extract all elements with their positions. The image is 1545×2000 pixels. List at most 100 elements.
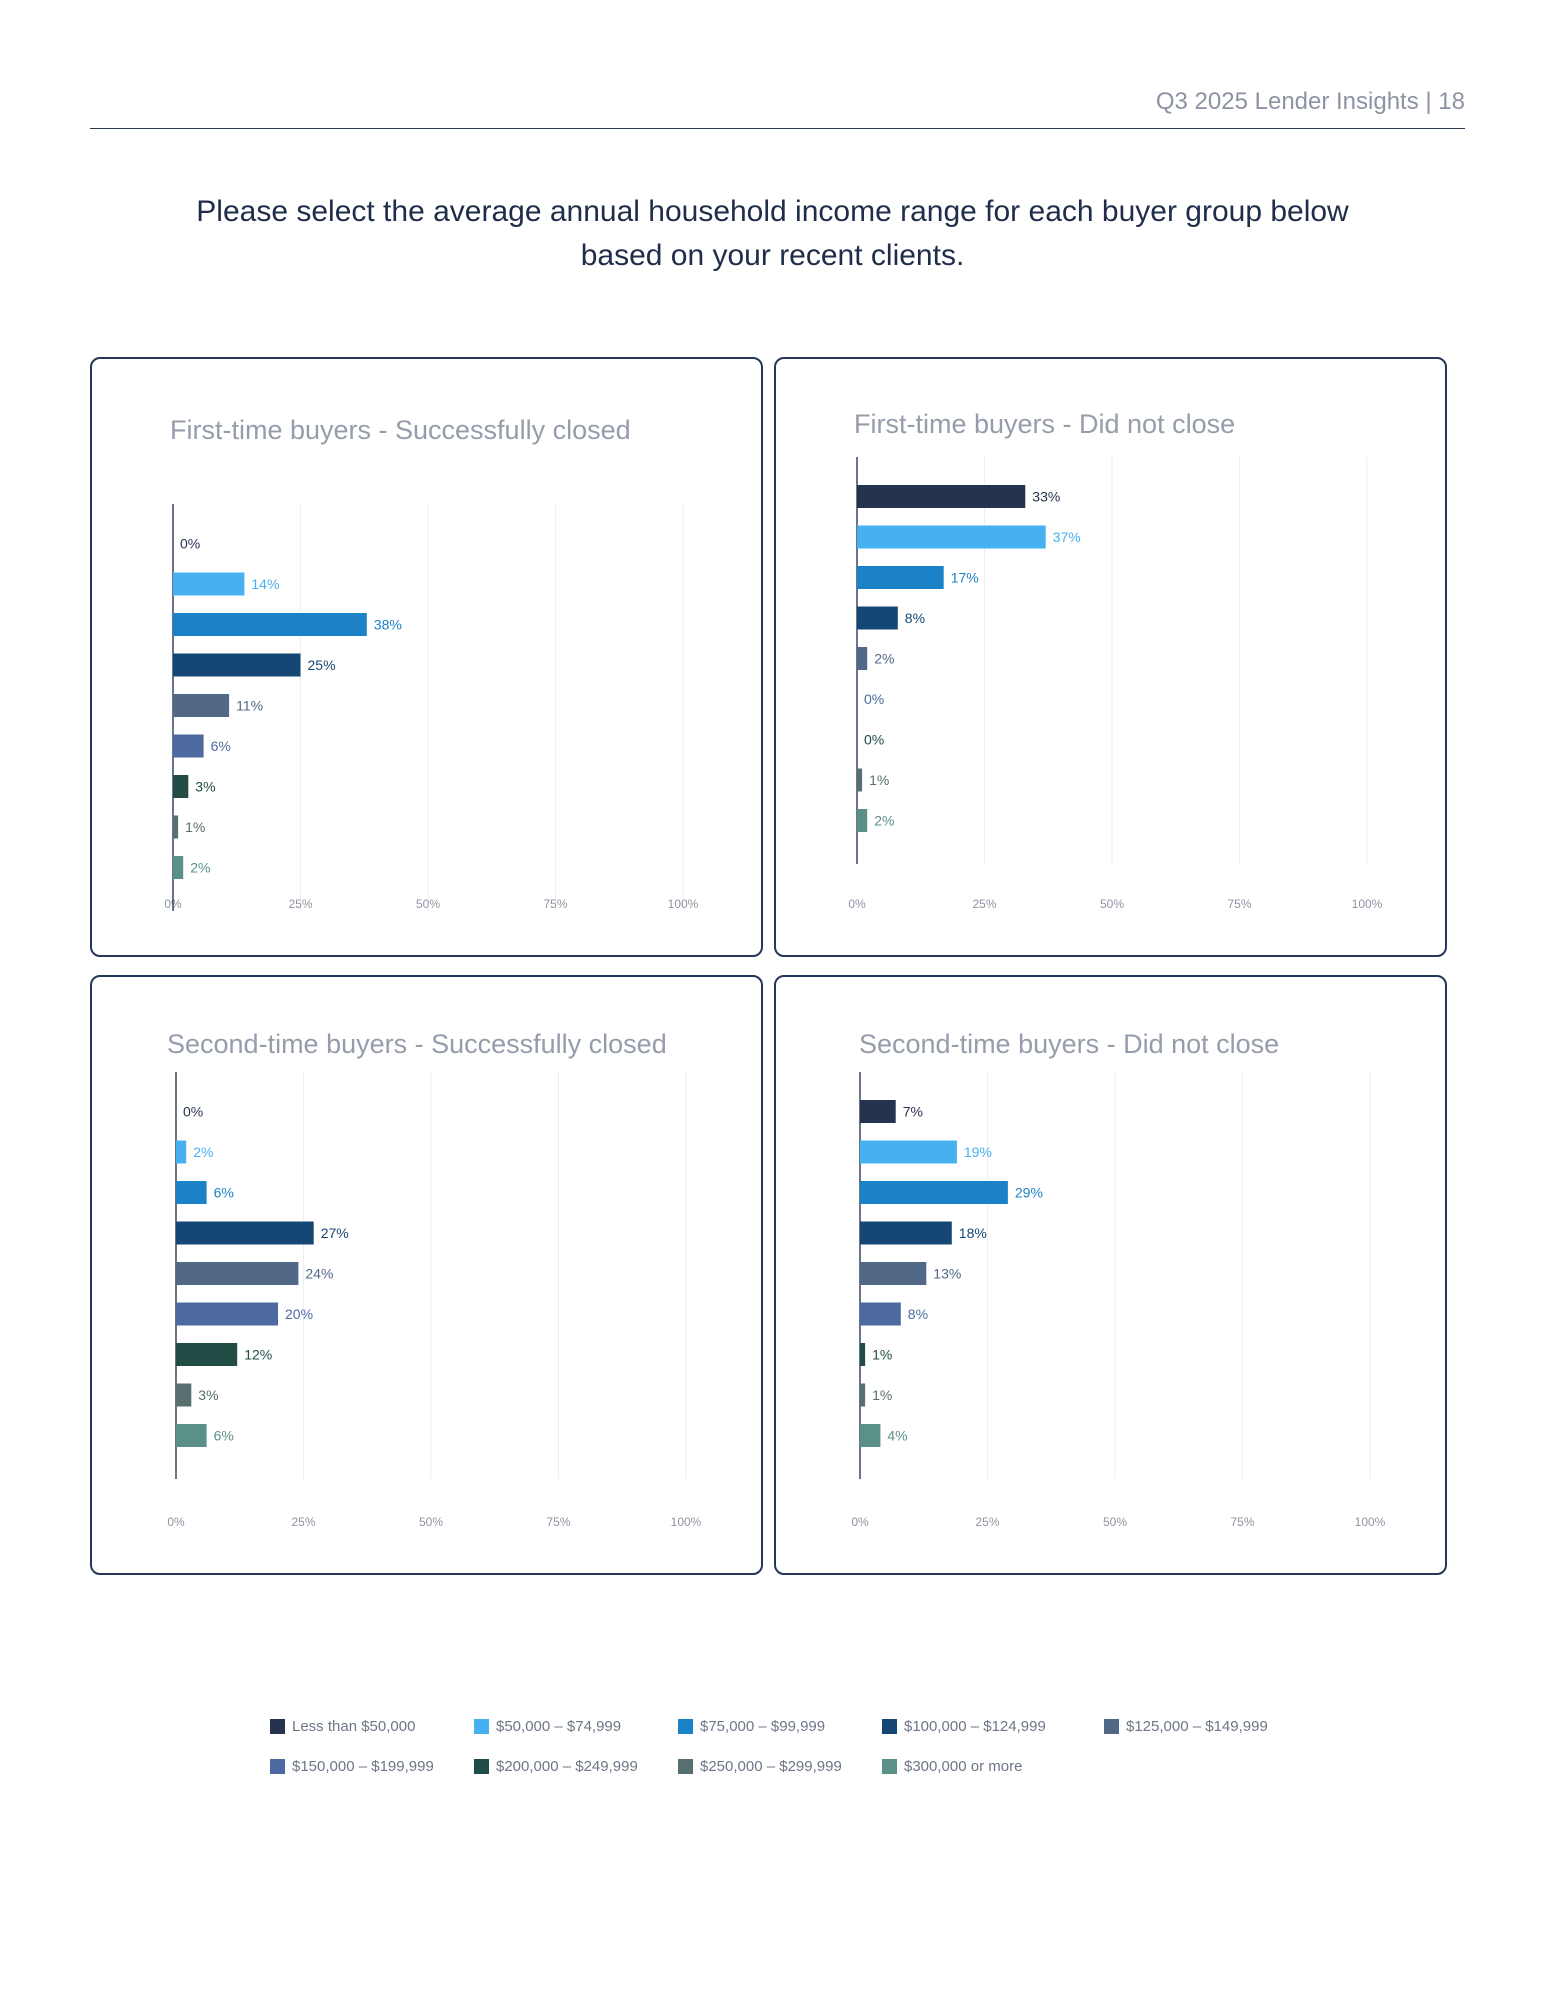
legend-swatch	[882, 1759, 897, 1774]
bar	[860, 1100, 896, 1123]
bar	[857, 606, 898, 630]
bar-value-label: 2%	[874, 651, 894, 667]
bar-value-label: 6%	[211, 738, 231, 754]
bar	[173, 694, 230, 717]
bar	[860, 1302, 901, 1326]
x-tick-label: 100%	[1352, 897, 1383, 911]
legend-label: $250,000 – $299,999	[700, 1758, 842, 1775]
bar	[176, 1140, 187, 1164]
bar	[860, 1262, 927, 1285]
bar	[860, 1140, 957, 1164]
bar	[173, 734, 204, 758]
bar-value-label: 37%	[1053, 529, 1081, 545]
bar	[176, 1221, 314, 1245]
x-tick-label: 25%	[288, 897, 312, 911]
bar-value-label: 33%	[1032, 489, 1060, 505]
bar-value-label: 0%	[864, 691, 884, 707]
x-tick-label: 25%	[972, 897, 996, 911]
bar	[857, 485, 1026, 508]
bar	[857, 566, 944, 589]
bar-value-label: 14%	[251, 576, 279, 592]
x-tick-label: 100%	[671, 1515, 702, 1529]
chart-panel: Second-time buyers - Did not close 0% 25% 5…	[774, 975, 1447, 1575]
bar-value-label: 18%	[959, 1225, 987, 1241]
bar	[173, 815, 179, 839]
page-header: Q3 2025 Lender Insights | 18	[90, 88, 1465, 129]
chart-title: First-time buyers - Did not close	[854, 409, 1236, 439]
bar-value-label: 3%	[195, 779, 215, 795]
bar-chart: 0% 25% 50% 75% 100% 7% 19% 29% 18% 13% 8% 1% 1% 4%	[851, 1072, 1386, 1529]
legend-swatch	[474, 1759, 489, 1774]
page-header-text: Q3 2025 Lender Insights | 18	[1155, 88, 1465, 115]
bar	[860, 1343, 866, 1366]
bar-value-label: 8%	[908, 1306, 928, 1322]
legend-swatch	[270, 1719, 285, 1734]
bar-value-label: 29%	[1015, 1185, 1043, 1201]
bar-value-label: 1%	[185, 819, 205, 835]
legend-item: $125,000 – $149,999	[1104, 1718, 1268, 1735]
legend-label: $75,000 – $99,999	[700, 1718, 826, 1735]
bar	[857, 809, 868, 832]
chart-panel: Second-time buyers - Successfully closed…	[90, 975, 763, 1575]
bar-value-label: 2%	[190, 860, 210, 876]
bar	[176, 1424, 207, 1447]
bar-value-label: 3%	[198, 1387, 218, 1403]
x-tick-label: 0%	[851, 1515, 869, 1529]
bar	[176, 1181, 207, 1204]
legend-item: $250,000 – $299,999	[678, 1758, 842, 1775]
bar	[860, 1424, 881, 1447]
chart-panel: First-time buyers - Successfully closed 0…	[90, 357, 763, 957]
bar-value-label: 2%	[874, 813, 894, 829]
bar	[173, 856, 184, 879]
survey-question: Please select the average annual househo…	[196, 195, 1349, 272]
bar-value-label: 27%	[321, 1225, 349, 1241]
legend-item: $150,000 – $199,999	[270, 1758, 434, 1775]
legend-swatch	[474, 1719, 489, 1734]
bar-value-label: 0%	[864, 732, 884, 748]
bar	[857, 525, 1046, 549]
bar-chart: 0% 25% 50% 75% 100%0%14%38%25%11%6%3%1%2%	[164, 504, 699, 911]
x-tick-label: 75%	[546, 1515, 570, 1529]
bar-value-label: 8%	[905, 610, 925, 626]
legend-swatch	[678, 1759, 693, 1774]
bar-value-label: 19%	[964, 1144, 992, 1160]
bar-chart: 0% 25% 50% 75% 100% 33% 37% 17% 8% 2% 0% 0% 1% 2%	[848, 457, 1383, 911]
x-tick-label: 100%	[668, 897, 699, 911]
x-tick-label: 0%	[167, 1515, 185, 1529]
bar-value-label: 7%	[903, 1104, 923, 1120]
legend-label: $150,000 – $199,999	[292, 1758, 434, 1775]
legend-item: Less than $50,000	[270, 1718, 415, 1735]
legend-label: $200,000 – $249,999	[496, 1758, 638, 1775]
legend-label: $100,000 – $124,999	[904, 1718, 1046, 1735]
legend-item: $200,000 – $249,999	[474, 1758, 638, 1775]
bar	[176, 1383, 192, 1407]
bar-value-label: 11%	[236, 698, 263, 714]
x-tick-label: 75%	[1227, 897, 1251, 911]
chart-title: First-time buyers - Successfully closed	[170, 415, 631, 445]
x-tick-label: 50%	[416, 897, 440, 911]
bar-value-label: 6%	[214, 1185, 234, 1201]
x-tick-label: 50%	[419, 1515, 443, 1529]
bar-value-label: 25%	[308, 657, 336, 673]
bar-value-label: 2%	[193, 1144, 213, 1160]
legend-swatch	[678, 1719, 693, 1734]
x-tick-label: 50%	[1100, 897, 1124, 911]
chart-panel: First-time buyers - Did not close 0% 25% 50…	[774, 357, 1447, 957]
x-tick-label: 25%	[975, 1515, 999, 1529]
bar-value-label: 0%	[183, 1104, 203, 1120]
bar-value-label: 24%	[305, 1266, 333, 1282]
legend-swatch	[1104, 1719, 1119, 1734]
legend-label: $125,000 – $149,999	[1126, 1718, 1268, 1735]
x-tick-label: 0%	[848, 897, 866, 911]
bar	[173, 613, 367, 636]
x-tick-label: 50%	[1103, 1515, 1127, 1529]
x-tick-label: 75%	[543, 897, 567, 911]
legend-item: $75,000 – $99,999	[678, 1718, 825, 1735]
x-tick-label: 100%	[1355, 1515, 1386, 1529]
bar-value-label: 20%	[285, 1306, 313, 1322]
bar-value-label: 1%	[869, 772, 889, 788]
bar-chart: 0% 25% 50% 75% 100% 0% 2% 6% 27% 24% 20% 12% 3% 6%	[167, 1072, 702, 1529]
bar	[860, 1383, 866, 1407]
bar	[173, 572, 245, 596]
legend-item: $50,000 – $74,999	[474, 1718, 621, 1735]
